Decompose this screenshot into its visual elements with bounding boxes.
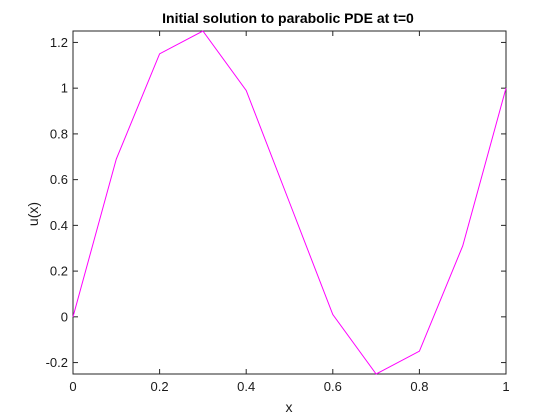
y-tick-label: 0 (61, 309, 68, 324)
x-tick-label: 0.8 (410, 379, 428, 394)
x-tick-label: 0.2 (151, 379, 169, 394)
x-axis-label: x (286, 399, 293, 415)
axis-ticks: 0 0.2 0.4 0.6 0.8 1-0.200.20.40.60.811.2 (46, 31, 510, 394)
chart-title: Initial solution to parabolic PDE at t=0 (162, 10, 414, 26)
x-tick-label: 0 (69, 379, 76, 394)
series-group (72, 30, 507, 375)
series-line (72, 30, 507, 375)
y-tick-label: 0.8 (50, 126, 68, 141)
y-tick-label: 0.4 (50, 218, 68, 233)
y-tick-label: 1.2 (50, 35, 68, 50)
y-tick-label: 0.2 (50, 264, 68, 279)
y-axis-label: u(x) (25, 202, 41, 226)
y-tick-label: -0.2 (46, 355, 68, 370)
y-tick-label: 0.6 (50, 172, 68, 187)
x-tick-label: 1 (502, 379, 509, 394)
x-tick-label: 0.4 (237, 379, 255, 394)
y-tick-label: 1 (61, 81, 68, 96)
x-tick-label: 0.6 (324, 379, 342, 394)
